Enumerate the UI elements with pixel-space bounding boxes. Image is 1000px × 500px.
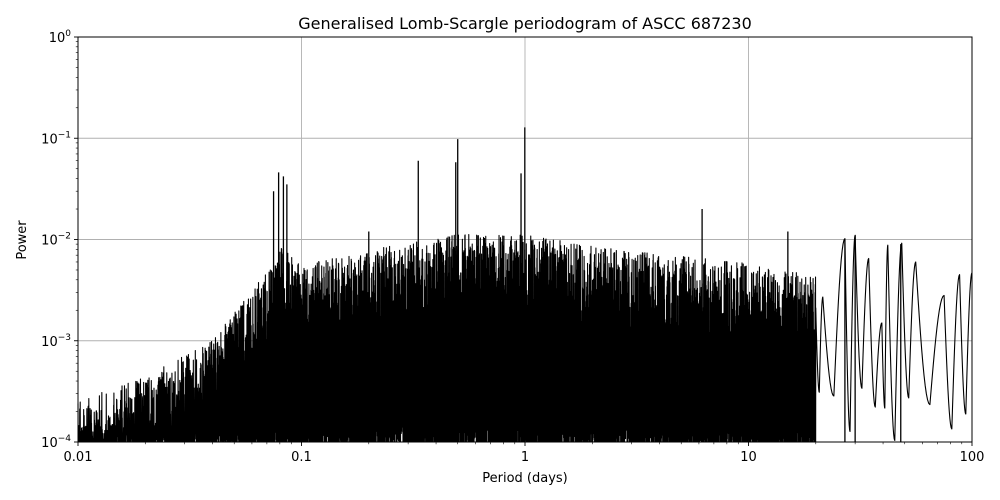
x-axis-label: Period (days) — [482, 471, 568, 486]
series-line-power — [77, 234, 973, 443]
x-tick-label: 1 — [521, 450, 529, 465]
x-tick-label: 100 — [960, 450, 985, 465]
series-group — [77, 127, 973, 443]
chart-title: Generalised Lomb-Scargle periodogram of … — [298, 14, 752, 33]
y-tick-label: 10−3 — [41, 333, 71, 350]
y-tick-label: 10−2 — [41, 232, 71, 249]
x-tick-label: 10 — [740, 450, 757, 465]
y-tick-labels: 10−4 10−3 10−2 10−1 100 — [41, 29, 71, 451]
x-tick-labels: 0.01 0.1 1 10 100 — [64, 450, 985, 465]
x-tick-label: 0.1 — [291, 450, 312, 465]
y-tick-label: 10−4 — [41, 434, 71, 451]
x-tick-label: 0.01 — [64, 450, 93, 465]
y-tick-label: 10−1 — [41, 130, 71, 147]
y-tick-label: 100 — [49, 29, 72, 46]
y-axis-label: Power — [15, 220, 30, 260]
axis-ticks — [74, 36, 973, 446]
